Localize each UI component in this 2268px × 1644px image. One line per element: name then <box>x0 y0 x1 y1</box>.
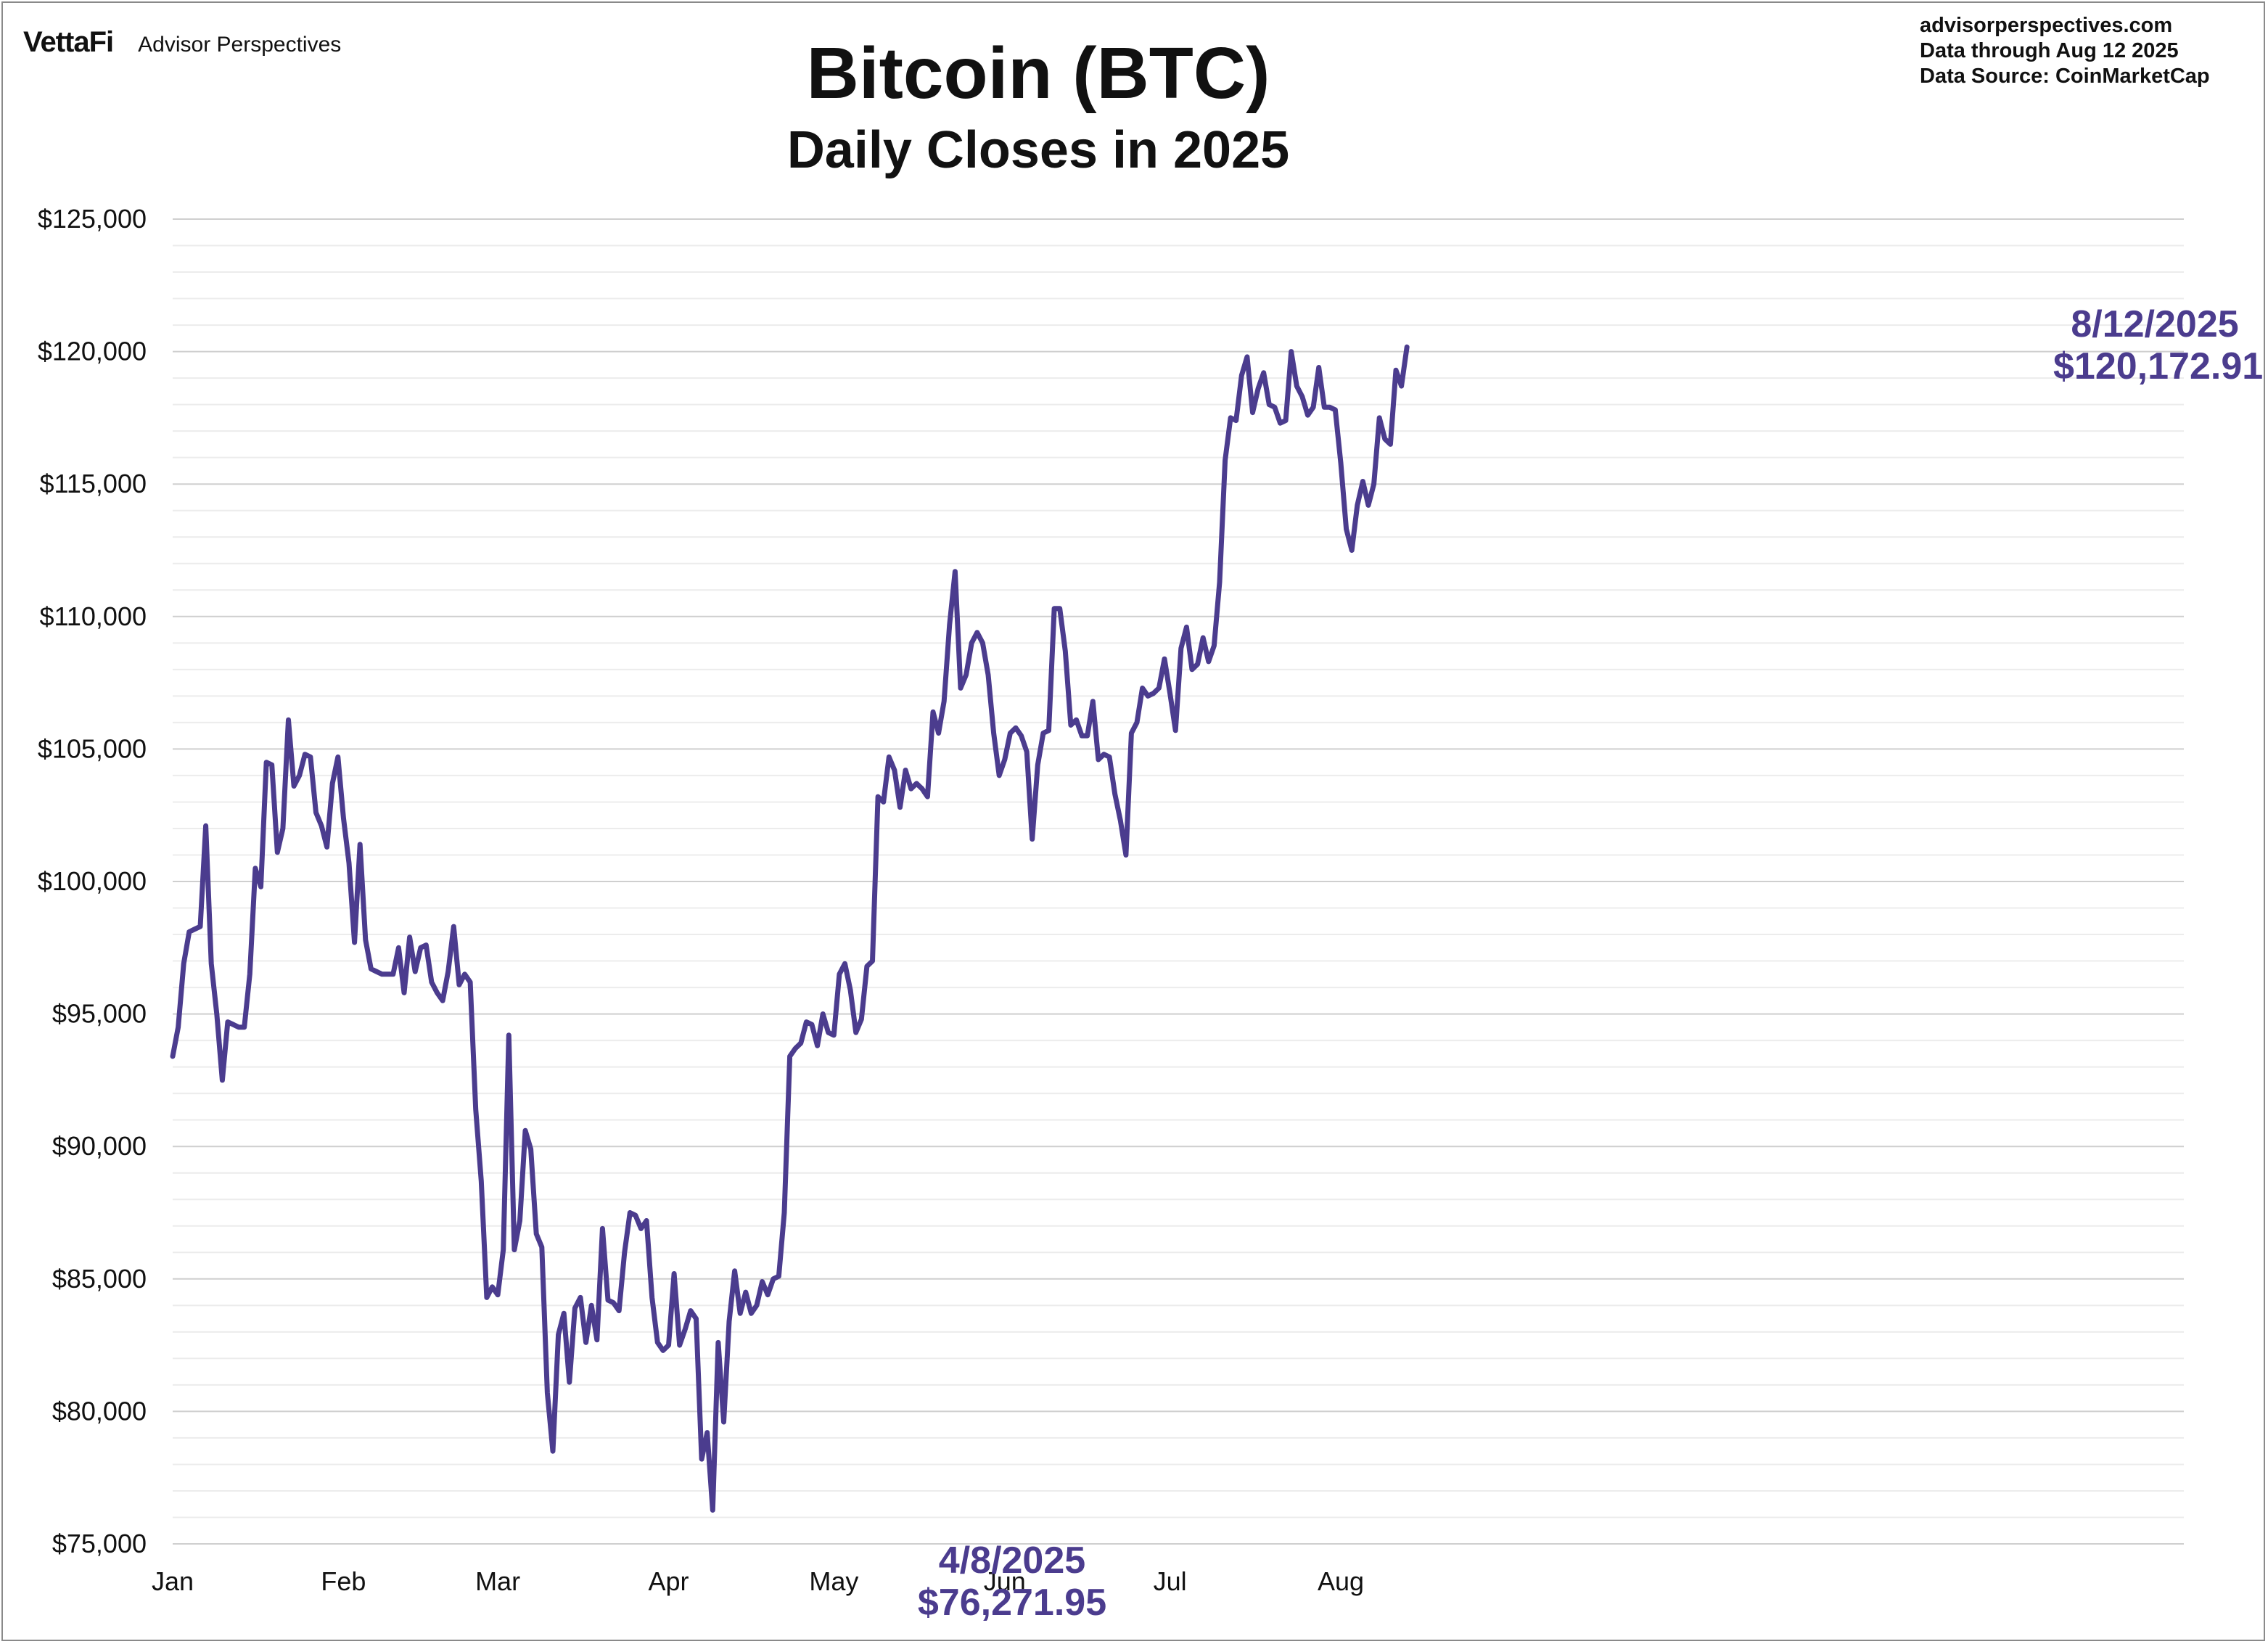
x-tick-label: Aug <box>1318 1566 1364 1596</box>
x-tick-label: May <box>809 1566 858 1596</box>
y-tick-label: $125,000 <box>38 204 147 234</box>
latest-date: 8/12/2025 <box>2071 303 2239 345</box>
data-source: Data Source: CoinMarketCap <box>1920 65 2210 88</box>
latest-value: $120,172.91 <box>2053 345 2264 387</box>
x-tick-label: Mar <box>475 1566 520 1596</box>
low-annotation: 4/8/2025 $76,271.95 <box>900 1540 1125 1624</box>
data-through: Data through Aug 12 2025 <box>1920 39 2179 62</box>
x-tick-label: Jul <box>1154 1566 1187 1596</box>
x-tick-label: Jun <box>984 1566 1026 1596</box>
chart-meta: advisorperspectives.com Data through Aug… <box>1920 13 2210 89</box>
y-tick-label: $90,000 <box>52 1131 147 1161</box>
brand: VettaFi Advisor Perspectives <box>23 26 341 59</box>
site-url: advisorperspectives.com <box>1920 14 2173 37</box>
y-tick-label: $120,000 <box>38 337 147 366</box>
y-tick-label: $100,000 <box>38 866 147 896</box>
y-tick-label: $105,000 <box>38 733 147 763</box>
vettafi-logo: VettaFi <box>23 26 114 58</box>
x-tick-label: Apr <box>648 1566 689 1596</box>
chart-title: Bitcoin (BTC) <box>806 33 1270 114</box>
latest-annotation: 8/12/2025 $120,172.91 <box>2053 303 2264 387</box>
y-tick-label: $80,000 <box>52 1396 147 1426</box>
y-tick-label: $115,000 <box>40 469 147 498</box>
x-tick-label: Jan <box>152 1566 194 1596</box>
low-value: $76,271.95 <box>917 1582 1107 1624</box>
y-tick-label: $85,000 <box>52 1264 147 1294</box>
btc-price-line <box>170 344 1410 1513</box>
y-tick-label: $95,000 <box>52 999 147 1029</box>
x-tick-label: Feb <box>321 1566 366 1596</box>
y-tick-label: $110,000 <box>40 601 147 631</box>
y-tick-label: $75,000 <box>52 1529 147 1558</box>
brand-name: Advisor Perspectives <box>138 33 342 57</box>
low-date: 4/8/2025 <box>938 1540 1086 1582</box>
chart-subtitle: Daily Closes in 2025 <box>786 121 1290 179</box>
